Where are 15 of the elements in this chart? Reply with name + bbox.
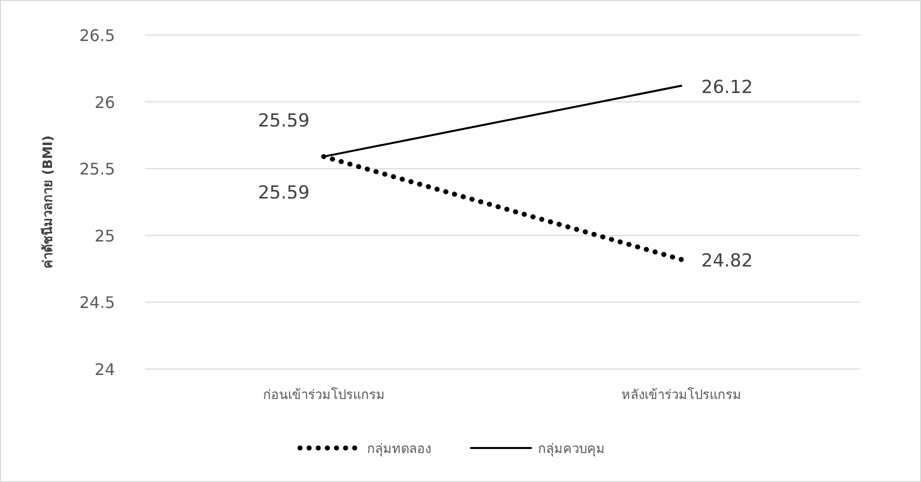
data-label: 25.59	[258, 182, 310, 204]
y-tick-label: 24	[94, 360, 115, 379]
y-tick-label: 25.5	[79, 160, 115, 179]
legend-label: กลุ่มควบคุม	[538, 442, 605, 457]
x-tick-label: ก่อนเข้าร่วมโปรแกรม	[262, 387, 385, 403]
data-label: 25.59	[258, 110, 310, 132]
legend-label: กลุ่มทดลอง	[367, 442, 431, 457]
y-tick-label: 26	[94, 92, 115, 112]
x-tick-label: หลังเข้าร่วมโปรแกรม	[621, 387, 742, 403]
data-label: 24.82	[701, 250, 753, 272]
y-tick-label: 24.5	[79, 293, 115, 312]
y-axis-title: ค่าดัชนีมวลกาย (BMI)	[40, 135, 56, 269]
data-label: 26.12	[701, 76, 753, 98]
y-tick-label: 26.5	[79, 26, 115, 45]
y-tick-label: 25	[94, 226, 115, 246]
